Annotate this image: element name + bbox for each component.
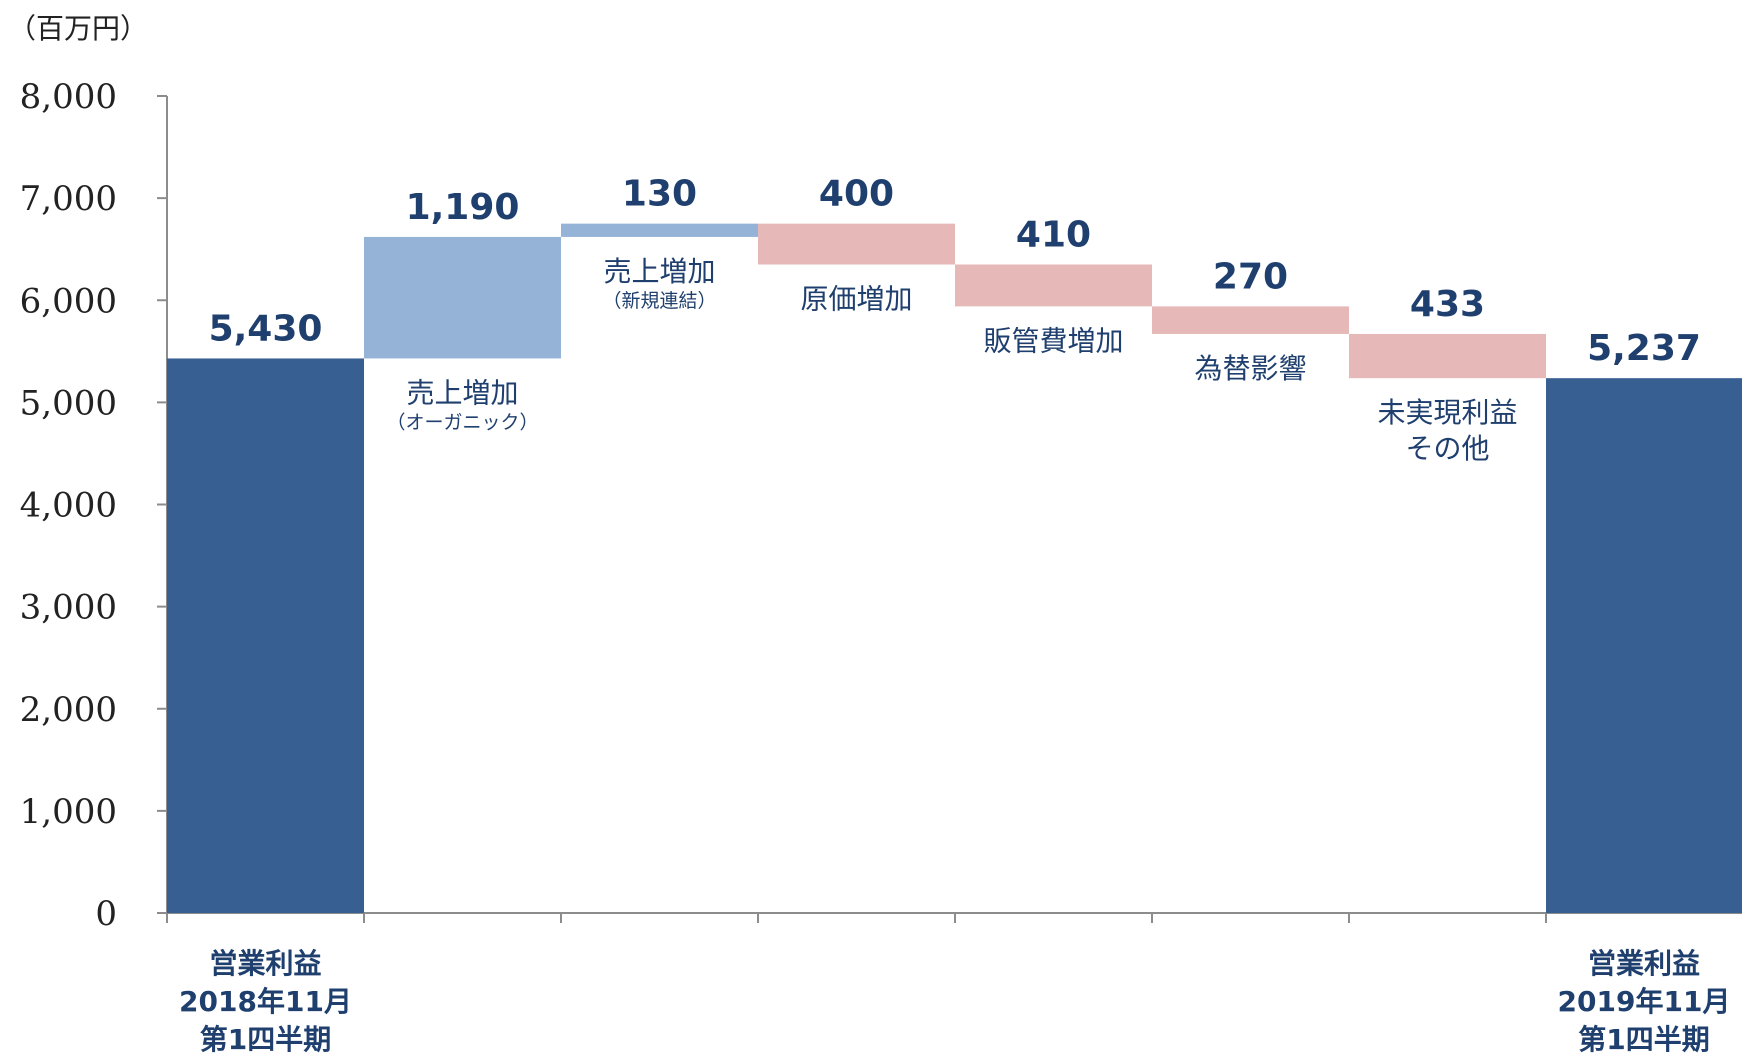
y-tick-label: 3,000 [20,588,117,628]
y-tick-label: 1,000 [20,792,117,832]
bar-decrease [1349,333,1546,379]
bar-decrease [955,264,1152,307]
category-label: 売上増加 [603,255,715,288]
data-label: 1,190 [406,187,520,228]
bar-increase [561,223,758,237]
x-category-label: 営業利益 [209,947,321,980]
bar-increase [364,236,561,359]
x-category-label: 2018年11月 [179,985,352,1018]
data-label: 130 [622,174,697,215]
y-tick-label: 7,000 [20,179,117,219]
data-label: 5,237 [1587,328,1701,369]
x-category-label: 第1四半期 [200,1023,331,1056]
unit-label: （百万円） [8,12,148,45]
y-tick-label: 4,000 [20,486,117,526]
y-tick-label: 2,000 [20,690,117,730]
category-label: 販管費増加 [983,324,1123,357]
category-label: 売上増加 [406,376,518,409]
category-label: 原価増加 [800,283,912,316]
bar-total [1546,378,1742,913]
x-category-label: 営業利益 [1588,947,1700,980]
y-tick-label: 5,000 [20,383,117,423]
bar-decrease [758,223,955,265]
data-label: 400 [819,174,894,215]
data-label: 5,430 [209,308,323,349]
data-label: 433 [1410,284,1485,325]
data-label: 410 [1016,215,1091,256]
bar-total [167,358,364,913]
bar-decrease [1152,306,1349,334]
x-category-label: 2019年11月 [1558,985,1731,1018]
y-tick-label: 0 [95,894,117,934]
y-tick-label: 8,000 [20,77,117,117]
x-category-label: 第1四半期 [1578,1023,1709,1056]
category-label: 未実現利益 [1377,396,1517,429]
category-sublabel: （新規連結） [602,290,716,312]
category-sublabel: （オーガニック） [386,411,538,433]
category-label: 為替影響 [1194,352,1306,385]
category-label: その他 [1405,432,1489,465]
data-label: 270 [1213,256,1288,297]
y-tick-label: 6,000 [20,281,117,321]
